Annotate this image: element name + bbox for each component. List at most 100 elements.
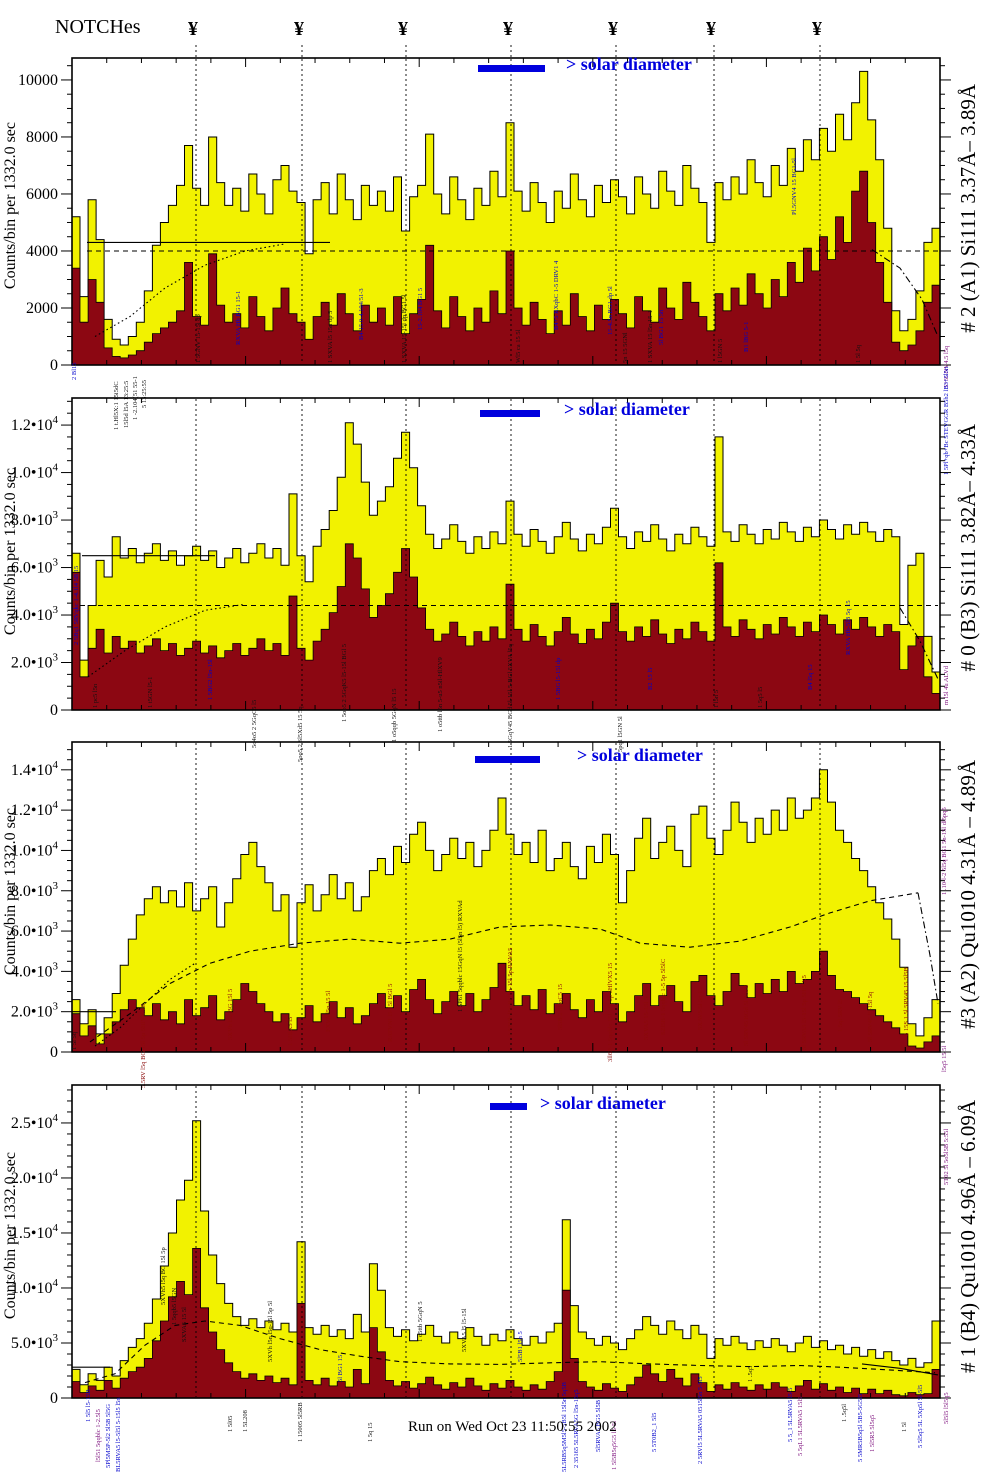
y-axis-label-panel-2: Counts/bin per 1332.0 sec: [2, 468, 19, 636]
event-annotation: 1 5P61 5qqblc 15GqN l5 (5l5n l5) RXVAd: [457, 900, 464, 1012]
event-annotation: 15l5d l5A 13:25:5: [123, 381, 130, 428]
overlay-dotted-curve: [94, 962, 196, 1047]
panel-1: 0 2000 4000 6000 8000 10000 2 Bl15 1 t.Hl5X:1 1…: [18, 57, 951, 430]
event-annotation: 5l 5RV45 l5-15l 5q: [867, 991, 874, 1042]
y-tick-label: 8000: [26, 129, 58, 146]
channel-label-panel-3: #3 (A2) Qu1010 4.31Å – 4.89Å: [956, 760, 980, 1029]
event-annotation: Pl.5GNV4 15 BG1-5l: [791, 158, 798, 215]
event-annotation: 1 SXVA l5 15n dp 5: [327, 311, 334, 363]
event-annotation: B4+5 RXqbC 1-5 DRV1 4: [553, 260, 560, 330]
panel-frame: [71, 397, 941, 711]
y-tick-label: 2.0•103: [11, 1001, 59, 1021]
solar-diameter-legend-label-4: > solar diameter: [540, 1093, 666, 1113]
event-annotation: 5l5B1 l5n 5: [517, 1331, 524, 1362]
event-annotation: 1 5oo5 2 5GqK5 l5-15l BGl 5: [341, 644, 348, 722]
header-notch-stubs: [195, 45, 821, 58]
event-annotation: 5 13:25:55: [141, 380, 148, 408]
solar-diameter-legend-bar: [475, 756, 540, 763]
event-annotation: 1 5l 5q: [855, 344, 862, 363]
event-annotation: 5Pl5M5P-5l2 5l5B 5l5G: [105, 1404, 112, 1468]
background-histogram: [71, 950, 941, 1053]
event-annotation: 1 5qqb5 l5GN: [171, 1288, 178, 1326]
event-annotation: 1 15005 5l5RB: [297, 1402, 304, 1442]
y-axis-label-panel-1: Counts/bin per 1332.0 sec: [2, 122, 19, 290]
event-annotation: 5pq1 l5GN 5l: [617, 716, 624, 752]
panel-frame: [71, 57, 941, 366]
event-annotation: l5l51 5qqblc 1-2.5l5: [95, 1409, 102, 1462]
event-annotation: 1 5BG2 l5n-15l: [207, 659, 214, 700]
event-annotation: 5XVh l5n l5q-15l 5p 5l: [267, 1301, 274, 1362]
event-annotation: 5l 5RV45 BGd 5l-15l 8: [743, 985, 750, 1046]
event-annotation: 1 5BG l5-15l dp: [555, 658, 562, 700]
event-annotation: 2 35165 5L5RVA5G l5n-15q5: [573, 1389, 580, 1468]
event-annotation: Wl5 ca 15 5l: [515, 329, 522, 363]
y-tick-label: 1.5•104: [11, 1222, 59, 1242]
notch-symbol: ¥: [812, 18, 822, 40]
event-annotation: 1 t.Hl5X:1 15i5dC: [113, 381, 120, 430]
event-annotation: 1 5l: [901, 1422, 908, 1432]
event-annotation: 5.5RV l5q BG 15l 5p 5HlVX5 8: [140, 1004, 147, 1088]
event-annotation: 5l5RVA5 BG5 5l5B: [595, 1399, 602, 1452]
event-annotation: 1 pc5 l5n: [92, 683, 99, 708]
y-tick-label: 1.0•104: [11, 1277, 59, 1297]
event-annotation: B4 l5q 15: [807, 664, 814, 690]
event-annotation: 5XAV5 5l 5q 15: [697, 987, 704, 1030]
event-annotation: RATVNI l5-15l BGl 5: [387, 984, 394, 1042]
y-tick-label: 5.0•103: [11, 1332, 59, 1352]
event-annotation: 1 5GqV45 BGd 5l-15l 5-BGl 5XVA l5q: [507, 643, 514, 748]
total-histogram: [71, 769, 941, 1053]
event-annotation: 1 SXVA 15-15l dp BG1 5l: [401, 294, 408, 363]
event-annotation: m l5l 4u ALVd: [943, 665, 950, 705]
notch-symbol: ¥: [608, 18, 618, 40]
y-tick-label: 2.5•104: [11, 1112, 59, 1132]
notch-symbol: ¥: [188, 18, 198, 40]
event-annotation: 1 5ZHb l5q BGl n-15l 5p RXVA5: [507, 948, 514, 1036]
y-tick-label: 6.0•103: [11, 920, 59, 940]
y-tick-label: 4.0•103: [11, 960, 59, 980]
event-annotation: 1 5GNV 15-15l dp: [195, 314, 202, 363]
background-histogram: [71, 543, 941, 711]
channel-label-panel-4: # 1 (B4) Qu1010 4.96Å – 6.09Å: [956, 1100, 980, 1373]
event-annotation: 2 5Bq1 5RVqkc 1-4.1l4 5B 15: [73, 566, 80, 645]
solar-diameter-legend-label-1: > solar diameter: [566, 54, 692, 74]
event-annotation: 5n 15 5GNl: [622, 332, 629, 363]
y-tick-label: 4.0•103: [11, 604, 59, 624]
solar-diameter-legend-bar: [478, 65, 545, 72]
event-annotation: 1 l5n 5: [713, 690, 720, 708]
panel-3: 0 2.0•103 4.0•103 6.0•103 8.0•103 1.0•104 1.2•…: [11, 741, 951, 1088]
event-annotation: 15-2.104 BG1 5: [417, 288, 424, 330]
notch-symbol: ¥: [398, 18, 408, 40]
event-annotation: 1 o5ttb l5n 5-u5 n5il-HlXV9: [437, 657, 444, 732]
event-annotation: 5T02 5l 5o5l5B 5:55l: [943, 1129, 950, 1185]
overlay-dashdot-curve: [917, 892, 939, 1004]
overlay-dashdot-curve: [871, 249, 939, 337]
event-annotation: SXVA5 15 5l: [181, 1307, 188, 1342]
channel-label-panel-2: # 0 (B3) Si111 3.82Å– 4.33Å: [956, 424, 980, 672]
notch-symbol: ¥: [294, 18, 304, 40]
event-annotation: 1 o5ttb 5GqN 5: [417, 1301, 424, 1342]
background-histogram: [71, 1248, 941, 1399]
event-annotation: 1 5l5 l5-15B: [85, 1388, 92, 1422]
event-annotation: 5 5l5q5 5L 5Xp5l 5l-5l5: [917, 1385, 924, 1448]
event-annotation: 5 5MR5B5q5l 5B5-5G5l5: [857, 1394, 864, 1462]
event-annotation: 5l BG1 15 5n: [658, 309, 665, 345]
event-annotation: 5+5GNV4.5 l5q: [943, 345, 950, 388]
event-annotation: B1 lBG 5-1: [743, 322, 750, 352]
event-annotation: B2 15 l5: [647, 668, 654, 690]
y-tick-label: 2.0•104: [11, 1167, 59, 1187]
y-axis-label-panel-4: Counts/bin per 1332.0 sec: [2, 1152, 19, 1320]
event-annotation: 1 .10-l-2 5l5q BG1 5n-15l dl5pq5: [941, 807, 948, 895]
event-annotation: 5oo5 2 Sl5Xd5 15 5q: [297, 706, 304, 762]
event-annotation: 5 5_1 5L5RVA5 l5-5: [787, 1388, 794, 1442]
event-annotation: 1 5l 5q: [71, 1031, 78, 1050]
event-annotation: 1 5q 15: [367, 1423, 374, 1443]
y-tick-label: 0: [50, 1044, 58, 1061]
event-annotation: RXVA Hb BG1 15-1: [235, 291, 242, 345]
event-annotation: 1 5HlX5 l5: [287, 1017, 294, 1046]
event-annotation: 5 5qL1 5L5RVA5 15l5: [797, 1397, 804, 1457]
event-annotation: 5l 5RVA5 l5-15l 5p 5HlVX5: [801, 975, 808, 1050]
event-annotation: 1 5q5 l5: [757, 687, 764, 708]
event-annotation: 15-4.5n BG1 dp 5l: [607, 286, 614, 335]
y-tick-label: 1.2•104: [11, 414, 59, 434]
